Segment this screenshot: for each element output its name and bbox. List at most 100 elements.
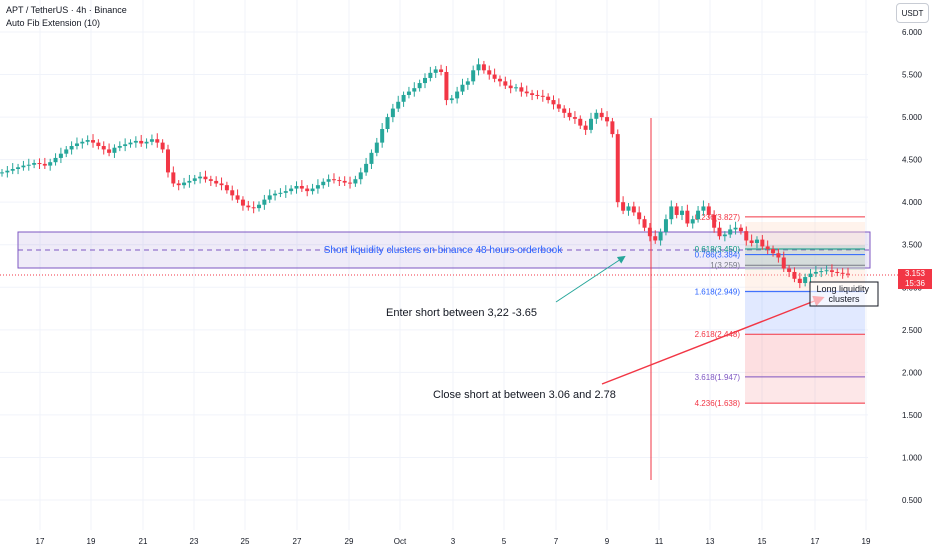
candle-body <box>803 277 808 284</box>
candle-body <box>610 121 615 135</box>
candle-body <box>123 144 128 147</box>
candle-body <box>642 219 647 228</box>
candle-body <box>551 100 556 105</box>
candle-body <box>669 206 674 220</box>
candle-body <box>781 257 786 269</box>
candle-body <box>299 186 304 189</box>
time-tick-label: 19 <box>862 537 871 546</box>
price-tick-label: 1.500 <box>902 411 923 420</box>
price-tick-label: 1.000 <box>902 453 923 462</box>
long-liquidity-box[interactable] <box>809 281 879 307</box>
candle-body <box>165 149 170 173</box>
fib-level-label: 2.618(2.448) <box>695 330 741 339</box>
candle-body <box>321 181 326 186</box>
candle-body <box>760 239 765 247</box>
candle-body <box>556 104 561 109</box>
time-tick-label: 21 <box>139 537 148 546</box>
fib-level-label: 0.236(3.827) <box>695 213 741 222</box>
candle-body <box>599 112 604 118</box>
candle-body <box>358 172 363 180</box>
candle-body <box>310 188 315 192</box>
candle-body <box>42 163 47 166</box>
candle-body <box>738 227 743 232</box>
candle-body <box>0 172 4 174</box>
indicator-label[interactable]: Auto Fib Extension (10) <box>6 18 101 28</box>
candle-body <box>133 140 138 143</box>
candle-body <box>224 185 229 191</box>
candle-body <box>722 234 727 237</box>
candle-body <box>701 206 706 211</box>
candle-body <box>64 149 69 154</box>
candle-body <box>626 206 631 211</box>
close-short-label[interactable]: Close short at between 3.06 and 2.78 <box>433 389 616 401</box>
candle-body <box>198 176 203 179</box>
zone-label[interactable]: Short liquidity clusters on binance 48 h… <box>324 245 563 256</box>
candle-body <box>653 236 658 241</box>
candle-body <box>481 64 486 71</box>
candle-body <box>240 199 245 206</box>
candle-body <box>246 205 251 208</box>
candle-body <box>251 207 256 209</box>
candle-body <box>396 101 401 109</box>
candle-body <box>717 227 722 237</box>
candle-body <box>160 142 165 150</box>
candle-body <box>508 85 513 89</box>
candle-body <box>374 142 379 153</box>
candle-body <box>824 270 829 272</box>
candle-body <box>728 229 733 235</box>
candle-body <box>765 246 770 249</box>
candle-body <box>787 268 792 272</box>
candle-body <box>37 163 42 165</box>
candle-body <box>369 152 374 164</box>
candle-body <box>101 146 106 150</box>
candle-body <box>235 195 240 200</box>
candle-body <box>567 112 572 118</box>
candle-body <box>32 163 37 165</box>
currency-button[interactable]: USDT <box>896 3 929 23</box>
candle-body <box>621 202 626 211</box>
candle-body <box>278 192 283 194</box>
candle-body <box>267 195 272 200</box>
candle-body <box>192 178 197 181</box>
candle-body <box>428 72 433 78</box>
fib-level-label: 0.618(3.450) <box>695 245 741 254</box>
candle-body <box>117 146 122 148</box>
candle-body <box>572 117 577 119</box>
candle-body <box>524 91 529 94</box>
candle-body <box>417 83 422 89</box>
fib-band-red <box>745 334 865 378</box>
candle-body <box>497 78 502 82</box>
enter-arrow[interactable] <box>555 255 626 303</box>
fib-band-lower <box>745 378 865 404</box>
price-axis-labels: 6.0005.5005.0004.5004.0003.5003.0002.500… <box>902 28 923 505</box>
long-liquidity-label: Long liquidity clusters <box>816 284 871 304</box>
time-tick-label: 27 <box>293 537 302 546</box>
candle-body <box>401 94 406 102</box>
time-tick-label: 19 <box>87 537 96 546</box>
candle-body <box>139 140 144 144</box>
candle-body <box>754 239 759 244</box>
time-tick-label: 3 <box>451 537 456 546</box>
candle-body <box>69 146 74 150</box>
time-tick-label: 7 <box>554 537 559 546</box>
candle-body <box>813 271 818 274</box>
candle-body <box>171 172 176 184</box>
enter-short-label[interactable]: Enter short between 3,22 -3.65 <box>386 307 537 319</box>
candle-body <box>690 219 695 224</box>
candle-body <box>594 112 599 119</box>
candle-body <box>546 96 551 101</box>
symbol-title[interactable]: APT / TetherUS · 4h · Binance <box>6 5 127 15</box>
candle-body <box>16 167 21 169</box>
candle-body <box>326 179 331 182</box>
close-arrow[interactable] <box>601 295 825 385</box>
candle-body <box>733 227 738 230</box>
candle-body <box>503 81 508 86</box>
candle-body <box>21 165 26 168</box>
price-tick-label: 0.500 <box>902 496 923 505</box>
candles <box>0 58 850 289</box>
candle-body <box>315 185 320 189</box>
candle-body <box>10 168 15 171</box>
fib-level-label: 4.236(1.638) <box>695 399 741 408</box>
candle-body <box>471 70 476 82</box>
